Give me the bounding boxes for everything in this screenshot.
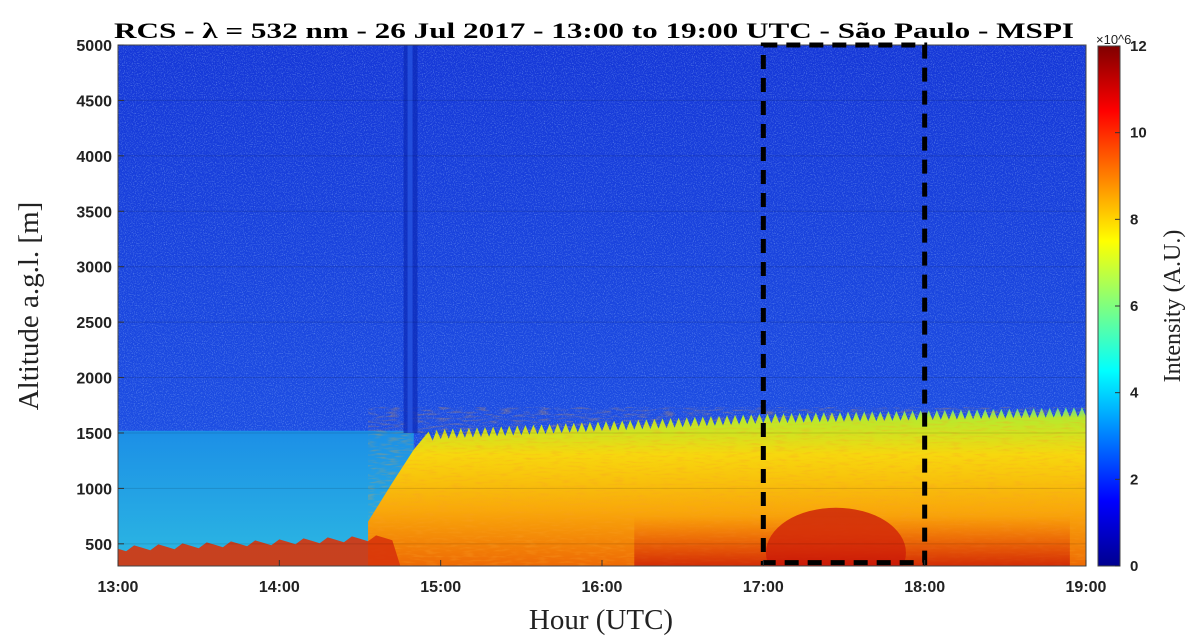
colorbar-label: Intensity (A.U.) <box>1160 230 1186 383</box>
near-surface-enhancement <box>634 516 1070 566</box>
y-tick-label: 500 <box>85 537 112 554</box>
plot-area <box>118 45 1086 566</box>
chart-title: RCS - λ = 532 nm - 26 Jul 2017 - 13:00 t… <box>114 18 1074 43</box>
colorbar-tick-label: 8 <box>1130 211 1138 228</box>
colorbar-ticks: 0 2 4 6 8 10 12 <box>1115 38 1147 575</box>
y-tick-label: 1500 <box>76 426 112 443</box>
colorbar-tick-label: 2 <box>1130 471 1138 488</box>
x-tick-label: 16:00 <box>582 579 623 596</box>
x-tick-label: 19:00 <box>1066 579 1107 596</box>
y-tick-label: 3000 <box>76 260 112 277</box>
x-tick-label: 14:00 <box>259 579 300 596</box>
y-tick-label: 4000 <box>76 149 112 166</box>
x-tick-label: 15:00 <box>420 579 461 596</box>
x-axis-label: Hour (UTC) <box>529 604 673 636</box>
highlight-box <box>760 42 928 566</box>
y-tick-label: 5000 <box>76 38 112 55</box>
signal-gap-stripe-inner <box>407 45 413 433</box>
x-tick-label: 17:00 <box>743 579 784 596</box>
y-axis: 500 1000 1500 2000 2500 3000 3500 4000 4500 5000 <box>76 38 124 554</box>
colorbar-tick-label: 12 <box>1130 38 1147 55</box>
colorbar-multiplier: ×10^6 <box>1096 32 1131 47</box>
colorbar-tick-label: 10 <box>1130 125 1147 142</box>
y-axis-label: Altitude a.g.l. [m] <box>13 202 45 411</box>
x-tick-label: 13:00 <box>98 579 139 596</box>
colorbar-tick-label: 6 <box>1130 298 1138 315</box>
y-tick-label: 2000 <box>76 371 112 388</box>
colorbar-tick-label: 4 <box>1130 385 1139 402</box>
y-tick-label: 2500 <box>76 315 112 332</box>
y-tick-label: 3500 <box>76 204 112 221</box>
x-axis: 13:00 14:00 15:00 16:00 17:00 18:00 19:00 <box>98 560 1107 596</box>
y-tick-label: 1000 <box>76 481 112 498</box>
colorbar-tick-label: 0 <box>1130 558 1138 575</box>
y-tick-label: 4500 <box>76 93 112 110</box>
surface-layer-region <box>118 535 401 566</box>
x-tick-label: 18:00 <box>904 579 945 596</box>
